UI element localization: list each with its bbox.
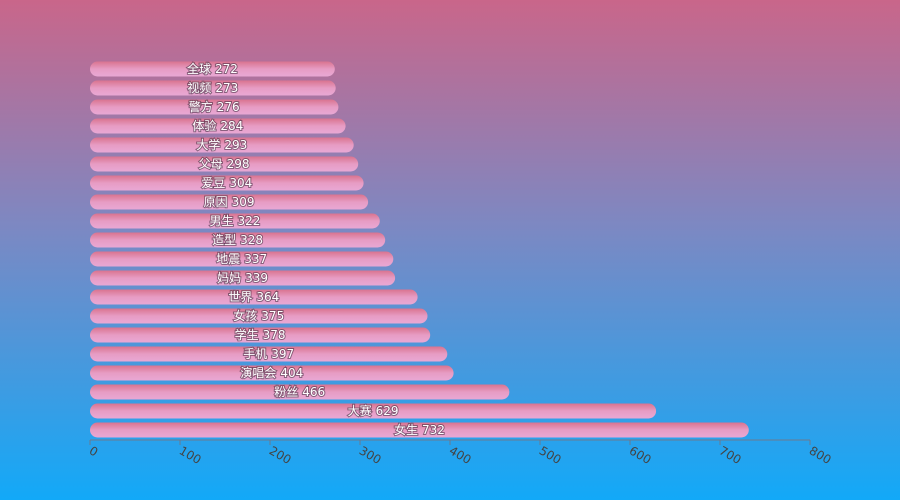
bar-value: 304: [229, 176, 252, 190]
bar-value: 364: [256, 290, 279, 304]
bar-category: 大学: [196, 137, 220, 152]
bar: [90, 137, 354, 153]
bar: [90, 365, 454, 381]
bar-label: 警方 276: [189, 99, 240, 114]
bar: [90, 118, 346, 134]
bar-category: 原因: [204, 195, 228, 209]
bar-label: 大学 293: [196, 137, 247, 152]
bar-category: 学生: [235, 327, 259, 342]
bar-category: 世界: [228, 290, 252, 304]
bar-label: 爱豆 304: [201, 176, 252, 190]
bar-label: 粉丝 466: [274, 385, 325, 399]
bar-category: 女孩: [233, 308, 257, 323]
bar: [90, 270, 396, 286]
bar-label: 学生 378: [235, 327, 286, 342]
bar: [90, 232, 386, 248]
bar-label: 手机 397: [243, 347, 294, 361]
bar-category: 父母: [199, 157, 223, 171]
bar-category: 粉丝: [274, 385, 298, 399]
bar-value: 272: [215, 62, 238, 76]
bar-value: 328: [240, 233, 263, 247]
bar: [90, 308, 428, 324]
bar-value: 404: [280, 366, 303, 380]
bar-label: 体验 284: [192, 118, 243, 133]
bar-category: 全球: [187, 61, 211, 76]
bar-value: 732: [422, 423, 445, 437]
bar: [90, 80, 336, 96]
bar: [90, 251, 394, 267]
bar-label: 男生 322: [209, 214, 260, 228]
bar-category: 体验: [192, 118, 216, 133]
bar-label: 女孩 375: [233, 308, 284, 323]
bar-label: 演唱会 404: [240, 365, 303, 380]
bar: [90, 422, 749, 438]
bar-label: 地震 337: [216, 252, 267, 266]
bar-value: 273: [215, 81, 238, 95]
bar: [90, 403, 657, 419]
bar-category: 地震: [216, 252, 240, 266]
bar-category: 演唱会: [240, 365, 276, 380]
bar: [90, 156, 359, 172]
bar-value: 284: [220, 119, 243, 133]
bar: [90, 99, 339, 115]
bar-value: 378: [263, 328, 286, 342]
bar-value: 276: [217, 100, 240, 114]
bar: [90, 346, 448, 362]
bar-label: 女生 732: [394, 422, 445, 437]
bar-category: 造型: [212, 233, 236, 247]
bar-category: 妈妈: [217, 271, 241, 285]
bar-label: 妈妈 339: [217, 271, 268, 285]
bar-label: 世界 364: [228, 290, 279, 304]
bar-label: 视频 273: [187, 80, 238, 95]
bar-category: 大赛: [348, 403, 372, 418]
bar-value: 466: [302, 385, 325, 399]
bar-category: 手机: [243, 347, 267, 361]
bar: [90, 61, 335, 77]
bar-category: 爱豆: [201, 176, 225, 190]
bar: [90, 194, 369, 210]
bar-value: 397: [271, 347, 294, 361]
bar-value: 322: [237, 214, 260, 228]
bar-label: 原因 309: [204, 195, 255, 209]
bar-value: 309: [232, 195, 255, 209]
bar-value: 298: [227, 157, 250, 171]
bar-label: 父母 298: [199, 157, 250, 171]
bar-label: 造型 328: [212, 233, 263, 247]
bar-category: 视频: [187, 80, 211, 95]
bar-value: 339: [245, 271, 268, 285]
bar-value: 337: [244, 252, 267, 266]
bar-value: 375: [261, 309, 284, 323]
bar-label: 大赛 629: [348, 403, 399, 418]
bar: [90, 175, 364, 191]
bar-value: 293: [224, 138, 247, 152]
bar-label: 全球 272: [187, 61, 238, 76]
bar: [90, 289, 418, 305]
bar-value: 629: [376, 404, 399, 418]
bar: [90, 384, 510, 400]
bar-category: 女生: [394, 422, 418, 437]
bar: [90, 327, 431, 343]
bar-category: 男生: [209, 214, 233, 228]
bar-category: 警方: [189, 99, 213, 114]
bar: [90, 213, 380, 229]
